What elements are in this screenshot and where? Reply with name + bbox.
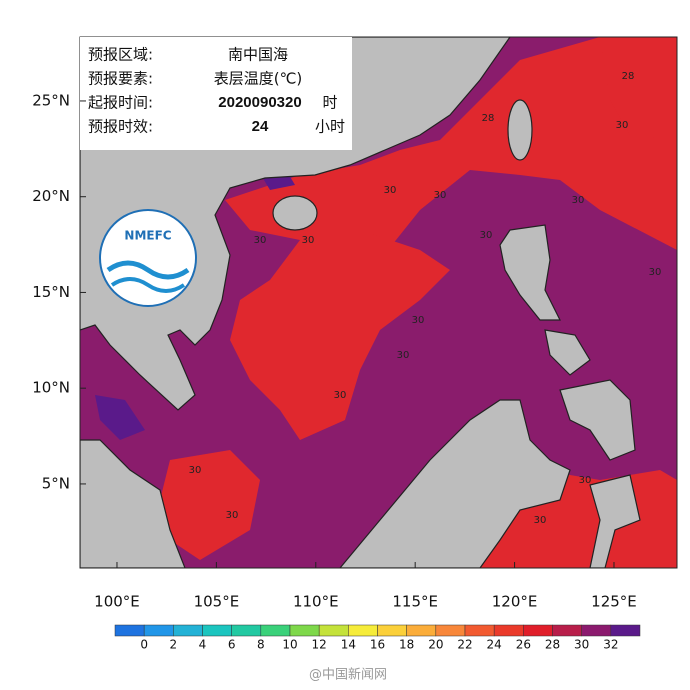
- x-tick-label: 110°E: [293, 593, 339, 611]
- y-tick-label: 5°N: [42, 474, 70, 492]
- info-label: 预报时效:: [88, 118, 153, 136]
- colorbar-label: 8: [257, 638, 265, 652]
- contour-label: 30: [189, 465, 202, 476]
- info-label: 起报时间:: [88, 94, 153, 112]
- y-tick-label: 25°N: [32, 91, 70, 109]
- y-tick-label: 10°N: [32, 379, 70, 397]
- info-unit: 小时: [315, 118, 345, 136]
- contour-label: 30: [616, 120, 629, 131]
- contour-label: 30: [384, 185, 397, 196]
- colorbar-box: [610, 624, 641, 637]
- colorbar-label: 20: [428, 638, 443, 652]
- colorbar-box: [493, 624, 524, 637]
- colorbar: 0 2 4 6 8 10 12 14 16 18 20 22 24 26 28 30 32: [114, 624, 641, 652]
- info-value: 表层温度(℃): [214, 70, 303, 88]
- colorbar-box: [435, 624, 466, 637]
- colorbar-box: [173, 624, 203, 637]
- colorbar-label: 24: [487, 638, 502, 652]
- colorbar-box: [406, 624, 437, 637]
- info-label: 预报区域:: [88, 46, 153, 64]
- colorbar-label: 0: [140, 638, 148, 652]
- colorbar-box: [289, 624, 320, 637]
- colorbar-box: [464, 624, 495, 637]
- x-tick-label: 115°E: [392, 593, 438, 611]
- contour-label: 30: [334, 390, 347, 401]
- info-value: 2020090320: [218, 94, 301, 111]
- contour-label: 28: [482, 113, 495, 124]
- y-tick-label: 20°N: [32, 187, 70, 205]
- colorbar-label: 12: [312, 638, 327, 652]
- colorbar-box: [581, 624, 612, 637]
- colorbar-box: [231, 624, 262, 637]
- logo-wave: [106, 260, 190, 280]
- info-value: 南中国海: [228, 46, 288, 64]
- colorbar-box: [348, 624, 378, 637]
- colorbar-box: [523, 624, 553, 637]
- x-tick-label: 120°E: [492, 593, 538, 611]
- info-label: 预报要素:: [88, 70, 153, 88]
- colorbar-label: 26: [516, 638, 531, 652]
- colorbar-label: 4: [199, 638, 207, 652]
- colorbar-label: 18: [399, 638, 414, 652]
- contour-label: 30: [226, 510, 239, 521]
- contour-label: 28: [622, 71, 635, 82]
- colorbar-label: 32: [603, 638, 618, 652]
- contour-label: 30: [397, 350, 410, 361]
- logo-wave: [110, 277, 186, 293]
- plot-frame: [79, 36, 678, 569]
- logo: NMEFC: [99, 209, 197, 307]
- y-tick-label: 15°N: [32, 283, 70, 301]
- colorbar-box: [377, 624, 407, 637]
- colorbar-box: [318, 624, 349, 637]
- colorbar-label: 6: [228, 638, 236, 652]
- info-unit: 时: [322, 94, 337, 112]
- contour-labels: 28 28 30 30 30 30 30 30 30 30 30 30 30 30 30 30 30: [189, 71, 662, 526]
- axes: 100°E 105°E 110°E 115°E 120°E 125°E 5°N 10°N 15°…: [32, 91, 637, 610]
- colorbar-box: [552, 624, 582, 637]
- colorbar-label: 14: [341, 638, 356, 652]
- contour-label: 30: [534, 515, 547, 526]
- colorbar-label: 28: [545, 638, 560, 652]
- colorbar-label: 10: [282, 638, 297, 652]
- warm-region: [160, 37, 677, 568]
- contour-label: 30: [579, 475, 592, 486]
- colorbar-box: [114, 624, 145, 637]
- x-tick-label: 125°E: [591, 593, 637, 611]
- colorbar-box: [202, 624, 232, 637]
- contour-label: 30: [649, 267, 662, 278]
- info-value: 24: [252, 118, 269, 135]
- contour-label: 30: [412, 315, 425, 326]
- colorbar-label: 2: [170, 638, 178, 652]
- contour-label: 30: [572, 195, 585, 206]
- x-tick-label: 105°E: [194, 593, 240, 611]
- x-tick-label: 100°E: [94, 593, 140, 611]
- logo-text: NMEFC: [124, 229, 171, 243]
- colorbar-label: 30: [574, 638, 589, 652]
- contour-label: 30: [480, 230, 493, 241]
- logo-ring: [99, 209, 197, 307]
- info-box: [80, 37, 352, 150]
- contour-label: 30: [302, 235, 315, 246]
- colorbar-label: 16: [370, 638, 385, 652]
- colorbar-box: [143, 624, 174, 637]
- watermark: @中国新闻网: [309, 667, 387, 683]
- contour-label: 30: [434, 190, 447, 201]
- colorbar-label: 22: [457, 638, 472, 652]
- contour-label: 30: [254, 235, 267, 246]
- colorbar-box: [260, 624, 291, 637]
